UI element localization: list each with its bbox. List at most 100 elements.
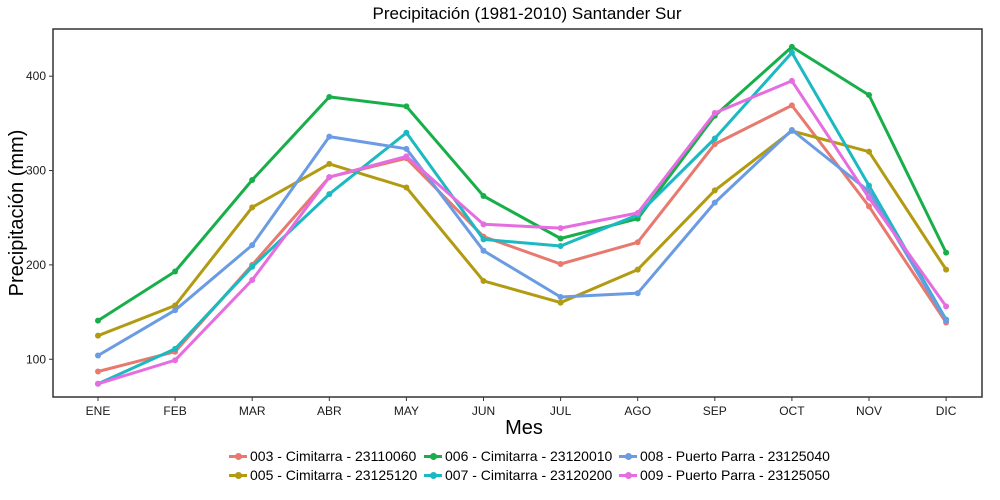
legend-item-006: 006 - Cimitarra - 23120010 <box>423 448 618 464</box>
data-point <box>480 193 487 200</box>
legend-label-003: 003 - Cimitarra - 23110060 <box>250 447 417 464</box>
data-point <box>788 102 795 109</box>
data-point <box>557 293 564 300</box>
data-point <box>249 263 256 270</box>
x-tick-label: NOV <box>856 404 882 418</box>
data-point <box>557 299 564 306</box>
data-point <box>943 317 950 324</box>
series-5 <box>95 126 950 359</box>
data-point <box>634 290 641 297</box>
data-point <box>326 133 333 140</box>
x-tick-label: FEB <box>163 404 186 418</box>
data-point <box>866 203 872 210</box>
data-point <box>249 276 256 283</box>
data-point <box>480 277 487 284</box>
legend-swatch-007 <box>423 468 443 482</box>
y-axis-label: Precipitación (mm) <box>6 130 28 297</box>
data-point <box>634 239 641 246</box>
series-layer <box>95 43 950 387</box>
series-line <box>96 129 948 338</box>
legend-swatch-009 <box>618 468 638 482</box>
series-1 <box>95 102 950 375</box>
precipitation-chart: Precipitación (1981-2010) Santander Sur … <box>6 4 983 439</box>
data-point <box>249 176 256 183</box>
data-point <box>943 266 950 273</box>
data-point <box>634 210 641 216</box>
data-point <box>403 129 410 136</box>
data-point <box>557 235 564 242</box>
data-point <box>403 103 410 110</box>
legend-item-005: 005 - Cimitarra - 23125120 <box>228 467 423 483</box>
data-point <box>788 126 795 133</box>
data-point <box>788 43 795 50</box>
data-point <box>480 221 487 228</box>
data-point <box>326 93 333 100</box>
data-point <box>403 145 410 152</box>
data-point <box>326 160 333 167</box>
legend-swatch-005 <box>228 468 248 482</box>
data-point <box>172 357 179 364</box>
series-6 <box>95 77 950 387</box>
series-line <box>96 79 948 386</box>
series-line <box>96 51 948 386</box>
data-point <box>326 191 333 198</box>
data-point <box>172 268 179 275</box>
y-axis: 100 200 300 400 <box>26 69 53 366</box>
data-point <box>866 188 872 195</box>
data-point <box>788 49 795 56</box>
x-tick-label: MAY <box>394 404 419 418</box>
series-line <box>96 103 948 373</box>
y-tick-label: 200 <box>26 258 46 272</box>
legend-swatch-006 <box>423 449 443 463</box>
data-point <box>866 92 872 99</box>
legend-item-007: 007 - Cimitarra - 23120200 <box>423 467 618 483</box>
legend-label-005: 005 - Cimitarra - 23125120 <box>250 466 418 483</box>
data-point <box>634 266 641 273</box>
y-tick-label: 100 <box>26 352 46 366</box>
data-point <box>95 368 101 375</box>
x-tick-label: JUL <box>550 404 572 418</box>
data-point <box>249 204 256 211</box>
series-line <box>96 45 948 323</box>
data-point <box>403 153 410 160</box>
y-tick-label: 400 <box>26 69 46 83</box>
data-point <box>866 148 872 155</box>
data-point <box>557 243 564 250</box>
legend-label-006: 006 - Cimitarra - 23120010 <box>445 447 613 464</box>
data-point <box>480 247 487 254</box>
data-point <box>557 225 564 232</box>
data-point <box>711 109 718 116</box>
data-point <box>95 317 101 324</box>
data-point <box>95 380 101 387</box>
legend-item-009: 009 - Puerto Parra - 23125050 <box>618 467 830 483</box>
x-tick-label: MAR <box>239 404 266 418</box>
legend-item-003: 003 - Cimitarra - 23110060 <box>228 448 423 464</box>
data-point <box>557 260 564 267</box>
x-tick-label: ABR <box>317 404 342 418</box>
data-point <box>788 77 795 84</box>
x-tick-label: ENE <box>86 404 111 418</box>
legend-label-008: 008 - Puerto Parra - 23125040 <box>640 447 830 464</box>
data-point <box>943 303 950 310</box>
x-tick-label: SEP <box>703 404 727 418</box>
legend-item-008: 008 - Puerto Parra - 23125040 <box>618 448 830 464</box>
y-tick-label: 300 <box>26 164 46 178</box>
data-point <box>249 242 256 249</box>
data-point <box>866 194 872 201</box>
data-point <box>711 141 718 148</box>
series-line <box>96 128 948 357</box>
x-tick-label: OCT <box>779 404 805 418</box>
x-tick-label: JUN <box>472 404 495 418</box>
x-axis-label: Mes <box>505 417 543 439</box>
data-point <box>172 345 179 352</box>
data-point <box>711 135 718 142</box>
legend-swatch-003 <box>228 449 248 463</box>
data-point <box>943 249 950 256</box>
legend: 003 - Cimitarra - 23110060 006 - Cimitar… <box>228 446 868 484</box>
x-tick-label: AGO <box>624 404 651 418</box>
legend-row: 005 - Cimitarra - 23125120 007 - Cimitar… <box>228 465 868 484</box>
data-point <box>403 184 410 191</box>
x-axis: ENE FEB MAR ABR MAY JUN JUL AGO SEP OCT NOV DIC <box>86 397 957 418</box>
x-tick-label: DIC <box>936 404 957 418</box>
data-point <box>711 199 718 206</box>
